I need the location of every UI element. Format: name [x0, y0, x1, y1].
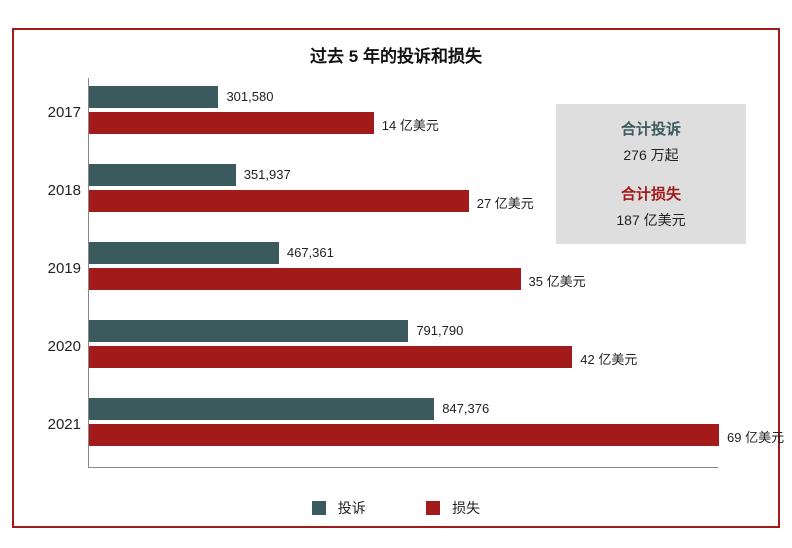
- losses-bar-label: 27 亿美元: [477, 193, 534, 212]
- losses-bar-label: 69 亿美元: [727, 427, 784, 446]
- year-label: 2017: [33, 104, 81, 121]
- legend-losses: 损失: [426, 498, 480, 518]
- complaints-bar: [89, 86, 218, 108]
- legend-complaints-label: 投诉: [338, 500, 366, 516]
- chart-container: 过去 5 年的投诉和损失 2017 301,580 14 亿美元 2018 351,93…: [12, 28, 780, 528]
- complaints-bar-label: 351,937: [244, 167, 291, 182]
- year-label: 2021: [33, 416, 81, 433]
- losses-bar: [89, 268, 521, 290]
- complaints-bar: [89, 320, 408, 342]
- complaints-bar-label: 847,376: [442, 401, 489, 416]
- complaints-bar: [89, 242, 279, 264]
- losses-bar: [89, 424, 719, 446]
- year-group-2020: 2020791,79042 亿美元: [89, 320, 718, 368]
- complaints-bar: [89, 398, 434, 420]
- losses-bar: [89, 346, 572, 368]
- legend-complaints-swatch: [312, 501, 326, 515]
- losses-bar: [89, 190, 469, 212]
- complaints-bar-label: 791,790: [416, 323, 463, 338]
- summary-complaints-value: 276 万起: [574, 145, 728, 165]
- year-label: 2018: [33, 182, 81, 199]
- complaints-bar: [89, 164, 236, 186]
- complaints-bar-label: 301,580: [226, 89, 273, 104]
- losses-bar-label: 42 亿美元: [580, 349, 637, 368]
- legend-complaints: 投诉: [312, 498, 366, 518]
- chart-legend: 投诉 损失: [14, 498, 778, 518]
- legend-losses-swatch: [426, 501, 440, 515]
- losses-bar: [89, 112, 374, 134]
- summary-losses-title: 合计损失: [574, 183, 728, 204]
- legend-losses-label: 损失: [452, 500, 480, 516]
- year-group-2019: 2019467,36135 亿美元: [89, 242, 718, 290]
- year-label: 2020: [33, 338, 81, 355]
- year-label: 2019: [33, 260, 81, 277]
- summary-complaints-title: 合计投诉: [574, 118, 728, 139]
- summary-box: 合计投诉 276 万起 合计损失 187 亿美元: [556, 104, 746, 244]
- losses-bar-label: 35 亿美元: [529, 271, 586, 290]
- chart-title: 过去 5 年的投诉和损失: [14, 42, 778, 67]
- summary-losses-value: 187 亿美元: [574, 210, 728, 230]
- year-group-2021: 2021847,37669 亿美元: [89, 398, 718, 446]
- complaints-bar-label: 467,361: [287, 245, 334, 260]
- losses-bar-label: 14 亿美元: [382, 115, 439, 134]
